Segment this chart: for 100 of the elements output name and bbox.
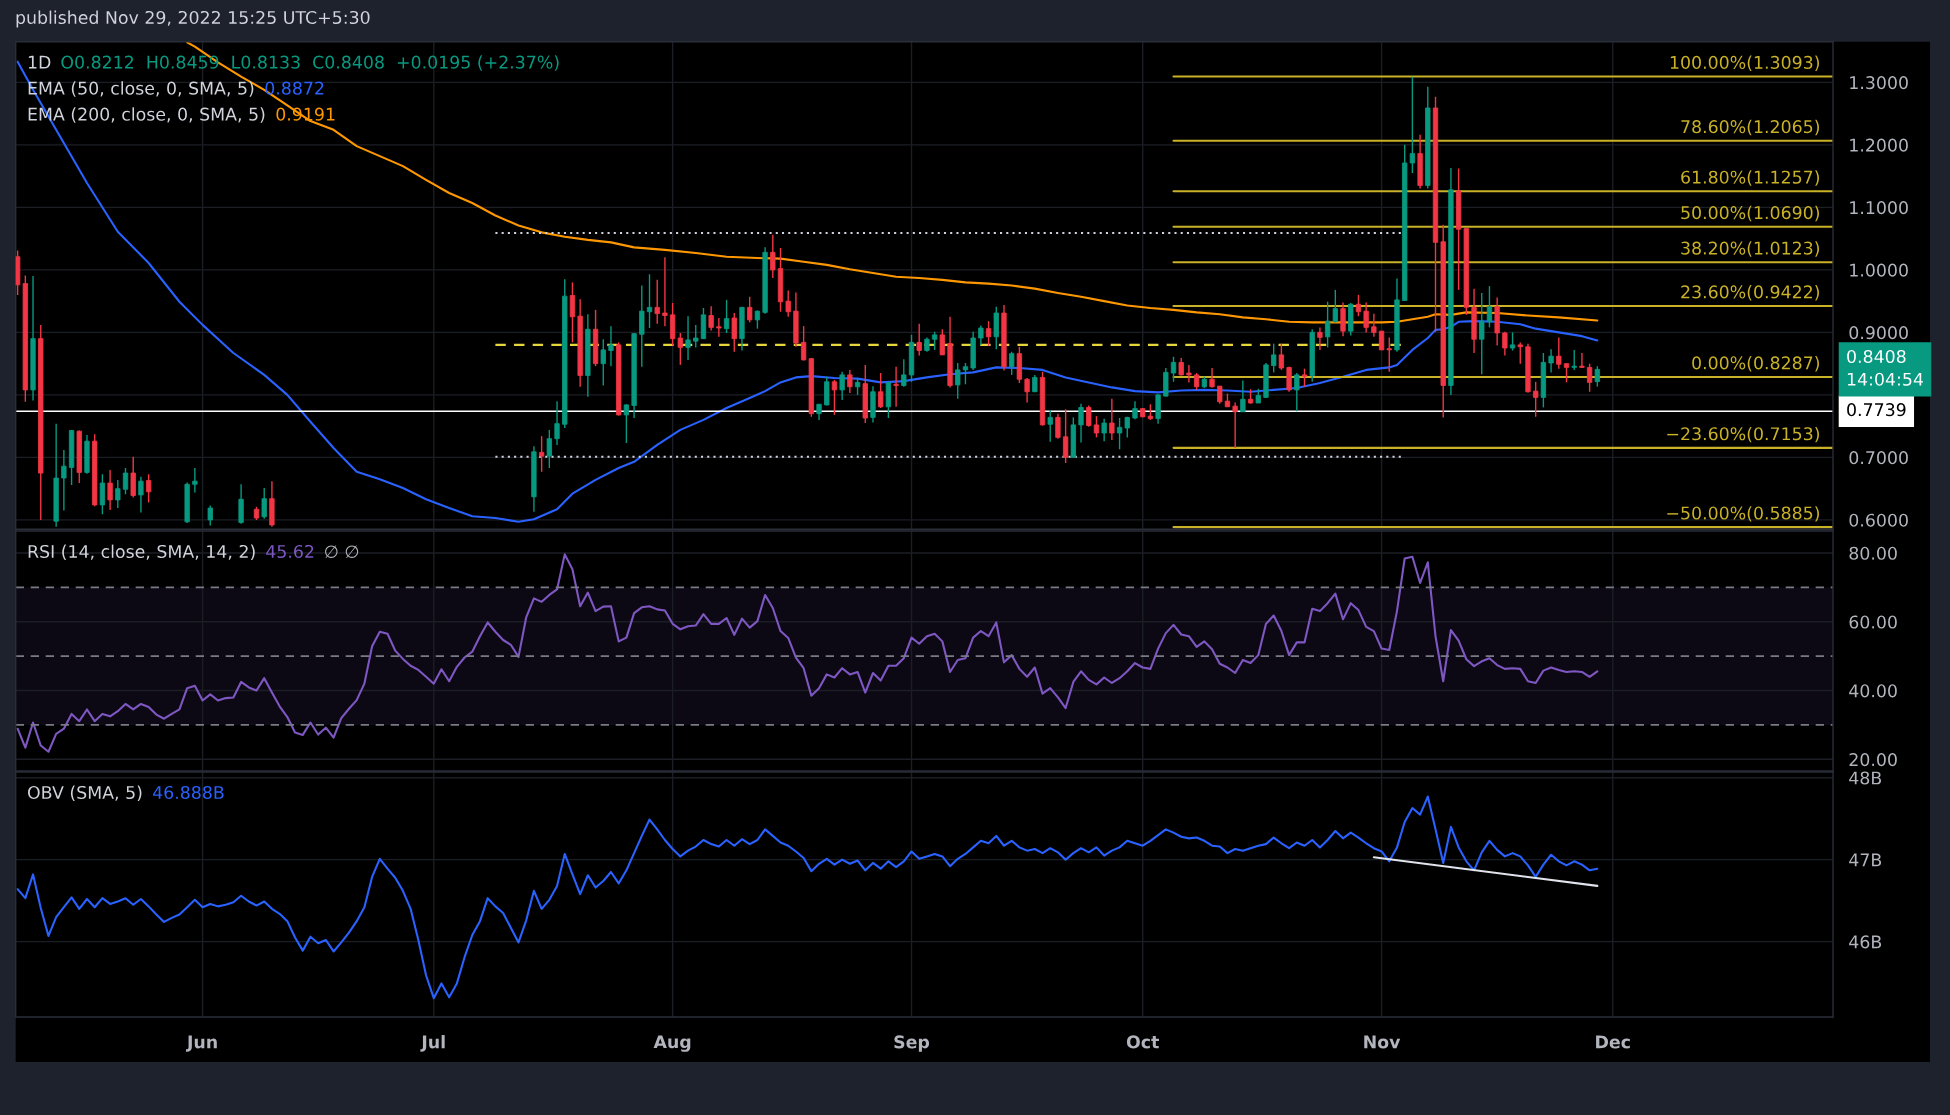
annotation: 23.60%(0.9422) — [1681, 285, 1820, 301]
annotation: 46.888B — [152, 785, 224, 800]
candlestick — [646, 273, 653, 329]
annotation: 78.60%(1.2065) — [1681, 119, 1820, 136]
candlestick — [962, 362, 969, 385]
candlestick — [901, 358, 907, 388]
candlestick — [1024, 377, 1030, 404]
candlestick — [978, 324, 984, 346]
candlestick — [99, 473, 106, 515]
candlestick — [546, 429, 552, 469]
x-tick-label: Nov — [1364, 1035, 1401, 1049]
candlestick — [1271, 342, 1277, 374]
x-tick-label: Jul — [420, 1035, 445, 1052]
candlestick — [993, 306, 999, 350]
candlestick — [569, 281, 576, 344]
candlestick — [1363, 301, 1369, 334]
candlestick — [1594, 365, 1600, 388]
annotation: −50.00%(0.5885) — [1667, 506, 1820, 522]
annotation: 45.62 — [266, 544, 314, 559]
candlestick — [878, 372, 884, 409]
candlestick — [708, 305, 714, 332]
candlestick — [1170, 356, 1177, 383]
text: 0.8408 14:04:54 — [1847, 349, 1923, 386]
x-tick-label: Jun — [186, 1035, 217, 1052]
candlestick — [1409, 76, 1416, 174]
y-tick-label: 47B — [1849, 853, 1882, 867]
candlestick — [107, 469, 113, 511]
candlestick — [785, 289, 791, 318]
candlestick — [693, 324, 699, 349]
candlestick — [1163, 367, 1169, 397]
candlestick — [1371, 312, 1377, 338]
y-tick-label: 46B — [1849, 935, 1882, 949]
annotation: 50.00%(1.0690) — [1681, 205, 1820, 222]
candlestick — [61, 449, 67, 512]
annotation: 100.00%(1.3093) — [1670, 55, 1820, 72]
candlestick — [1548, 348, 1554, 374]
chart-subtitle: published Nov 29, 2022 15:25 UTC+5:30 — [16, 10, 370, 28]
candlestick — [1078, 402, 1084, 444]
candlestick — [1486, 285, 1493, 329]
ref-line-label: 0.7739 — [1847, 403, 1906, 417]
candlestick — [608, 325, 614, 367]
candlestick — [115, 479, 121, 509]
candlestick — [1586, 362, 1593, 393]
candlestick — [916, 322, 922, 357]
candlestick — [955, 362, 961, 400]
candlestick — [1294, 372, 1300, 412]
candlestick — [1278, 342, 1285, 371]
annotation: 0.00%(0.8287) — [1692, 356, 1820, 372]
candlestick — [847, 369, 853, 394]
candlestick — [1062, 408, 1069, 464]
candlestick — [885, 381, 892, 419]
y-tick-label: 40.00 — [1849, 684, 1897, 698]
annotation: 0.8872 — [265, 81, 324, 95]
candlestick — [600, 338, 606, 387]
candlestick — [747, 296, 753, 324]
candlestick — [731, 312, 737, 353]
y-tick-label: 0.9000 — [1849, 326, 1908, 340]
text: OBV (SMA, 5) — [27, 785, 142, 802]
candlestick — [1116, 417, 1123, 450]
candlestick — [931, 331, 938, 351]
candlestick — [1301, 367, 1308, 388]
candlestick — [1086, 404, 1092, 428]
candlestick — [639, 284, 645, 368]
text: RSI (14, close, SMA, 14, 2) — [28, 544, 255, 561]
annotation: −23.60%(0.7153) — [1667, 426, 1820, 443]
annotation: ∅ ∅ — [325, 545, 359, 558]
y-tick-label: 80.00 — [1849, 546, 1897, 560]
candlestick — [1533, 381, 1539, 418]
candlestick — [839, 371, 845, 401]
candlestick — [623, 403, 630, 444]
candlestick — [1240, 379, 1246, 413]
candlestick — [192, 467, 198, 494]
candlestick — [1186, 364, 1192, 384]
candlestick — [130, 456, 136, 499]
x-tick-label: Sep — [894, 1035, 930, 1052]
candlestick — [1378, 330, 1385, 351]
candlestick — [700, 307, 707, 340]
candlestick — [145, 473, 152, 504]
y-tick-label: 0.7000 — [1849, 451, 1908, 465]
annotation: 38.20%(1.0123) — [1681, 241, 1820, 257]
text: 1D — [28, 55, 51, 69]
candlestick — [1556, 336, 1562, 370]
candlestick — [1579, 352, 1585, 369]
candlestick — [654, 279, 660, 325]
y-tick-label: 1.3000 — [1850, 76, 1908, 90]
y-tick-label: 1.2000 — [1850, 138, 1908, 152]
annotation: 61.80%(1.1257) — [1681, 170, 1820, 186]
x-tick-label: Aug — [653, 1035, 691, 1052]
y-tick-label: 0.6000 — [1849, 513, 1908, 527]
candlestick — [1355, 294, 1362, 317]
candlestick — [138, 476, 144, 514]
candlestick — [1386, 336, 1392, 373]
candlestick — [1093, 415, 1100, 439]
candlestick — [122, 467, 129, 495]
candlestick — [723, 299, 730, 334]
candlestick — [238, 483, 244, 525]
candlestick — [770, 234, 776, 279]
candlestick — [1101, 417, 1107, 442]
candlestick — [824, 376, 830, 407]
candlestick — [1047, 409, 1053, 443]
